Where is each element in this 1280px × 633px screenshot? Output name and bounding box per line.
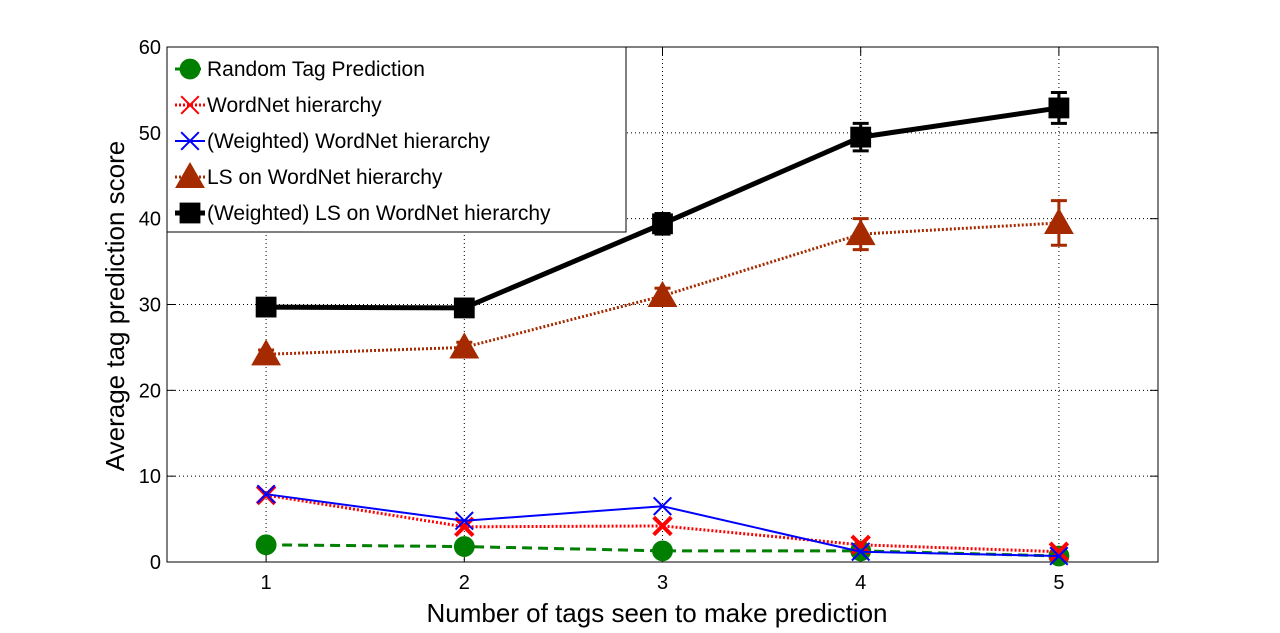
y-tick-label: 30 xyxy=(139,295,161,317)
data-point-marker xyxy=(1048,97,1070,119)
x-axis-label: Number of tags seen to make prediction xyxy=(426,598,887,628)
data-point-marker xyxy=(256,484,276,504)
data-point-marker xyxy=(652,515,673,537)
data-point-marker xyxy=(454,511,474,531)
data-point-marker xyxy=(251,339,282,366)
series-5 xyxy=(255,90,1070,319)
y-axis-label: Average tag prediction score xyxy=(100,141,130,472)
x-tick-label: 1 xyxy=(261,572,272,594)
data-point-marker xyxy=(1043,207,1074,234)
data-point-marker xyxy=(1049,546,1069,566)
legend-label: (Weighted) WordNet hierarchy xyxy=(207,130,490,153)
y-tick-label: 0 xyxy=(150,552,161,574)
x-tick-label: 3 xyxy=(657,572,668,594)
legend-item: (Weighted) LS on WordNet hierarchy xyxy=(175,202,551,225)
data-point-marker xyxy=(647,280,678,307)
data-point-marker xyxy=(652,496,673,516)
data-point-marker xyxy=(179,202,201,224)
legend-item: LS on WordNet hierarchy xyxy=(175,161,443,189)
legend-box xyxy=(166,46,627,233)
legend-label: Random Tag Prediction xyxy=(207,58,425,81)
legend-item: Random Tag Prediction xyxy=(175,58,425,81)
series-line xyxy=(265,493,1059,554)
legend-item: (Weighted) WordNet hierarchy xyxy=(175,130,490,153)
data-point-marker xyxy=(180,95,200,115)
data-point-marker xyxy=(255,534,277,556)
legend-label: WordNet hierarchy xyxy=(207,94,382,117)
data-point-marker xyxy=(175,161,205,189)
data-point-marker xyxy=(850,126,872,148)
y-tick-label: 60 xyxy=(139,37,161,59)
data-point-marker xyxy=(851,542,871,562)
series-group xyxy=(251,90,1074,567)
data-point-marker xyxy=(179,58,201,80)
y-tick-label: 50 xyxy=(139,123,161,145)
legend: Random Tag Prediction WordNet hierarchy (W… xyxy=(166,46,627,233)
series-3 xyxy=(256,484,1069,566)
x-tick-label: 5 xyxy=(1053,572,1064,594)
data-point-marker xyxy=(449,332,480,359)
legend-label: (Weighted) LS on WordNet hierarchy xyxy=(207,202,551,225)
data-point-marker xyxy=(652,540,673,562)
x-tick-label: 2 xyxy=(459,572,470,594)
x-tick-label: 4 xyxy=(855,572,866,594)
legend-label: LS on WordNet hierarchy xyxy=(207,166,443,189)
legend-item: WordNet hierarchy xyxy=(175,94,382,117)
data-point-marker xyxy=(255,296,277,318)
y-tick-label: 20 xyxy=(139,380,161,402)
data-point-marker xyxy=(1048,541,1070,562)
y-tick-label: 10 xyxy=(139,466,161,488)
data-point-marker xyxy=(180,131,200,151)
data-point-marker xyxy=(652,213,673,235)
series-line xyxy=(266,221,1059,356)
y-tick-label: 40 xyxy=(139,209,161,231)
data-point-marker xyxy=(453,297,475,319)
series-4 xyxy=(251,199,1074,366)
data-point-marker xyxy=(845,219,876,246)
data-point-marker xyxy=(453,536,475,557)
